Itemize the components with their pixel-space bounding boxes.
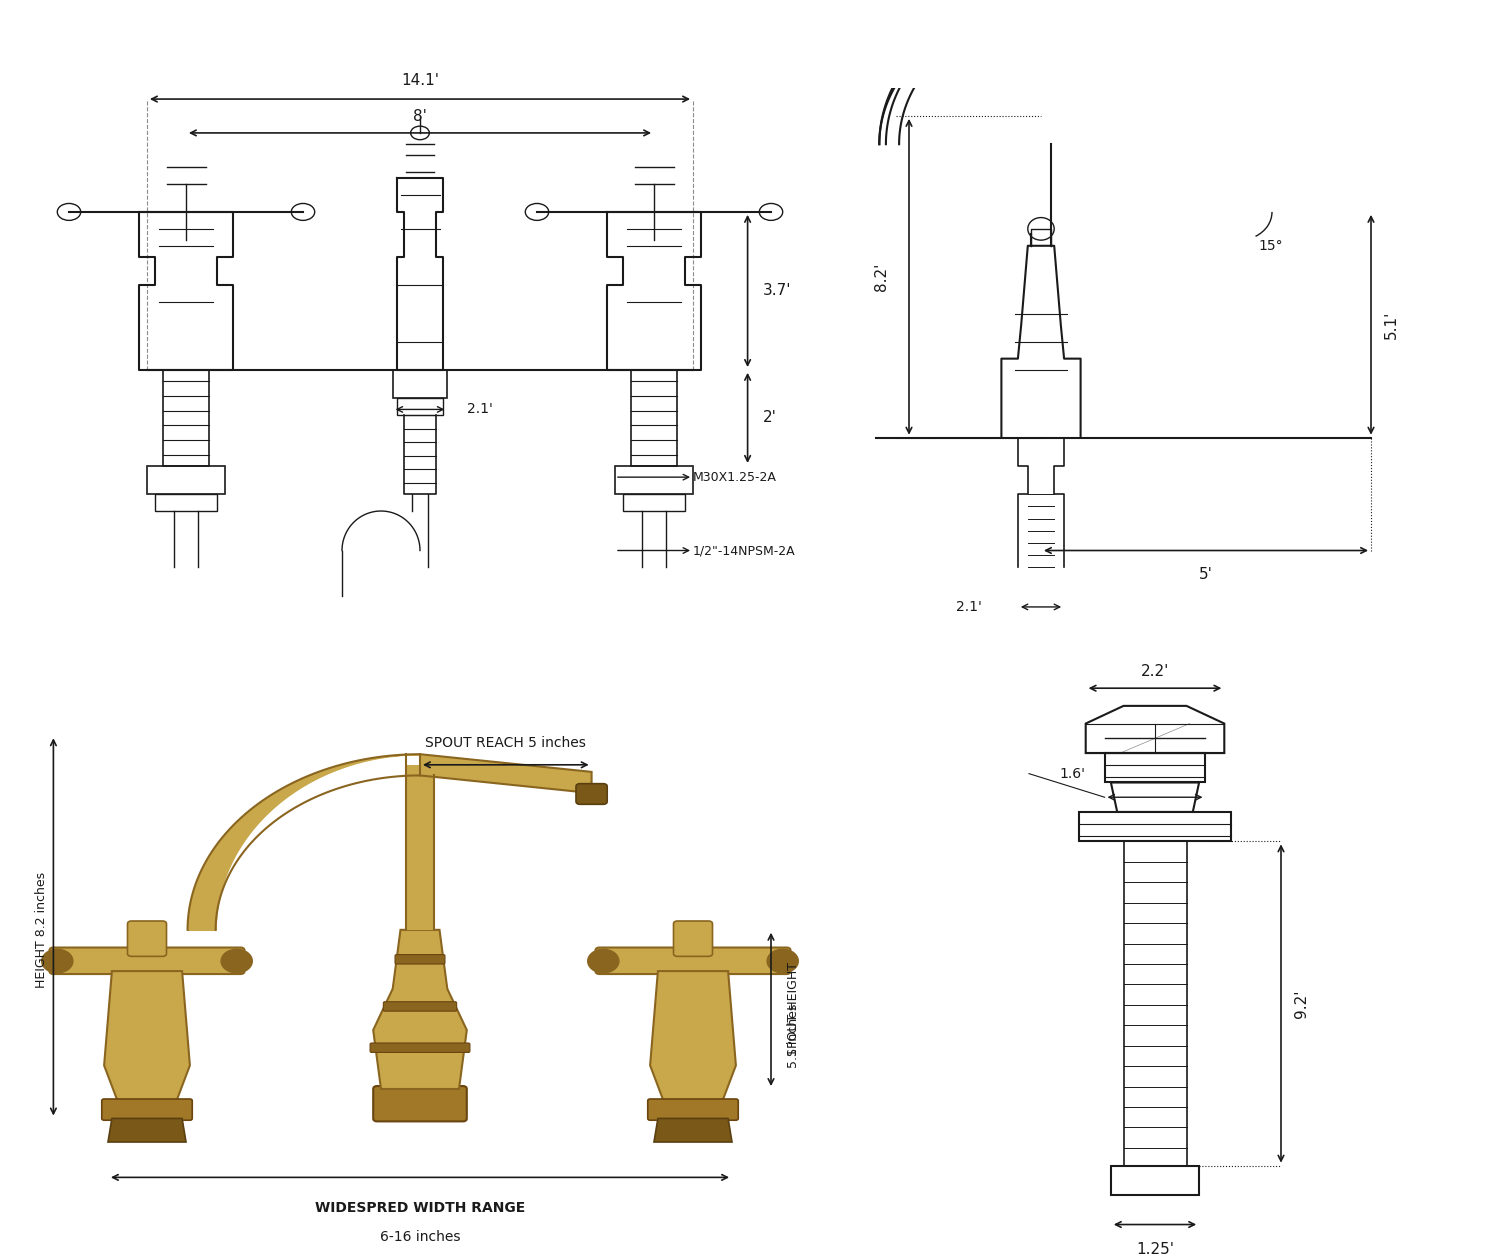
Text: 2.1': 2.1' — [956, 599, 981, 614]
FancyBboxPatch shape — [576, 784, 608, 804]
FancyBboxPatch shape — [648, 1099, 738, 1120]
Text: 2.2': 2.2' — [1142, 665, 1168, 680]
Text: HEIGHT 8.2 inches: HEIGHT 8.2 inches — [34, 872, 48, 988]
Text: SPOUT HEIGHT: SPOUT HEIGHT — [786, 962, 800, 1056]
Text: SPOUT REACH 5 inches: SPOUT REACH 5 inches — [426, 736, 586, 750]
Circle shape — [588, 949, 620, 973]
Circle shape — [42, 949, 74, 973]
FancyBboxPatch shape — [384, 1002, 456, 1011]
Text: 8.2': 8.2' — [874, 262, 890, 291]
Text: 1/2"-14NPSM-2A: 1/2"-14NPSM-2A — [693, 544, 795, 557]
Text: 15°: 15° — [1258, 238, 1284, 253]
FancyBboxPatch shape — [394, 954, 445, 964]
Text: 3.7': 3.7' — [764, 283, 792, 298]
FancyBboxPatch shape — [406, 765, 433, 930]
Text: 5.1': 5.1' — [1384, 311, 1400, 339]
Circle shape — [220, 949, 252, 973]
FancyBboxPatch shape — [370, 1043, 470, 1052]
Text: 9.2': 9.2' — [1293, 989, 1308, 1018]
Polygon shape — [650, 971, 736, 1107]
Polygon shape — [108, 1119, 186, 1142]
Text: 14.1': 14.1' — [400, 73, 439, 88]
Text: WIDESPRED WIDTH RANGE: WIDESPRED WIDTH RANGE — [315, 1201, 525, 1215]
Polygon shape — [420, 754, 591, 793]
Circle shape — [766, 949, 798, 973]
Text: 5': 5' — [1198, 567, 1214, 582]
Polygon shape — [654, 1119, 732, 1142]
Text: 2': 2' — [764, 410, 777, 425]
Polygon shape — [104, 971, 190, 1107]
Text: DIMENSIONS: DIMENSIONS — [490, 9, 1010, 73]
FancyBboxPatch shape — [102, 1099, 192, 1120]
Text: 6-16 inches: 6-16 inches — [380, 1230, 460, 1244]
Polygon shape — [374, 930, 466, 1088]
Text: M30X1.25-2A: M30X1.25-2A — [693, 470, 777, 484]
FancyBboxPatch shape — [374, 1086, 466, 1121]
Text: 2.1': 2.1' — [466, 403, 492, 416]
Text: 8': 8' — [413, 109, 428, 124]
Text: 1.25': 1.25' — [1136, 1243, 1174, 1254]
Text: 1.6': 1.6' — [1059, 766, 1086, 781]
FancyBboxPatch shape — [50, 948, 244, 974]
FancyBboxPatch shape — [128, 920, 166, 957]
FancyBboxPatch shape — [674, 920, 712, 957]
FancyBboxPatch shape — [596, 948, 790, 974]
Text: 5.1 inches: 5.1 inches — [786, 1003, 800, 1068]
